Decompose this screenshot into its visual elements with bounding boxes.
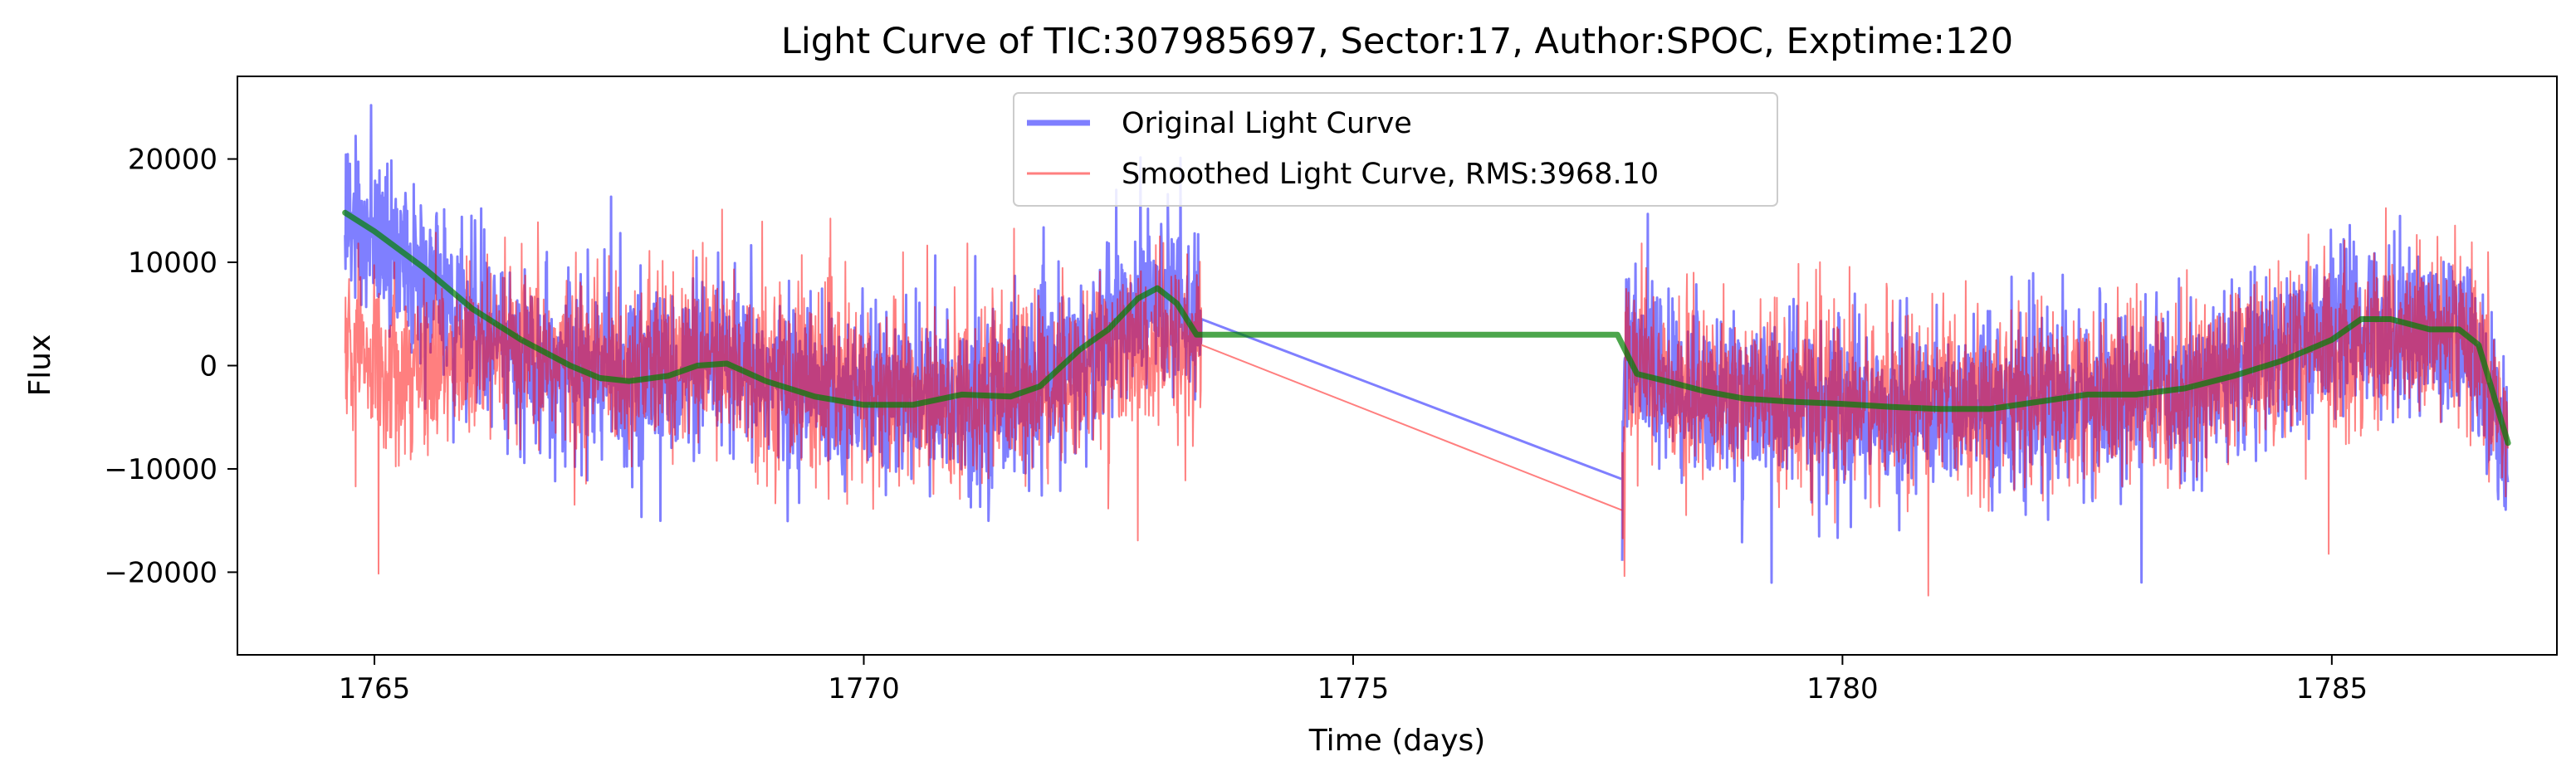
x-tick-label: 1785 [2296,672,2368,705]
y-tick-label: −20000 [104,556,218,589]
y-tick-label: −10000 [104,453,218,486]
y-axis-label: Flux [23,334,57,397]
smoothed-light-curve-line [344,207,2509,597]
x-tick-label: 1765 [339,672,411,705]
x-tick-label: 1770 [828,672,900,705]
x-axis-label: Time (days) [1308,724,1486,758]
legend-box [1013,92,1778,207]
y-axis-ticks: −20000 −10000 0 10000 20000 [104,144,237,589]
trend-line [342,209,2511,447]
y-tick-label: 20000 [128,144,218,177]
legend-label-original: Original Light Curve [1122,107,1412,140]
x-axis-ticks: 1765 1770 1775 1780 1785 [339,655,2368,705]
plot-area [342,104,2511,597]
chart-legend: Original Light Curve Smoothed Light Curv… [1013,92,1778,207]
x-tick-label: 1780 [1806,672,1879,705]
y-tick-label: 0 [199,350,218,383]
x-tick-label: 1775 [1317,672,1390,705]
y-tick-label: 10000 [128,247,218,280]
legend-label-smoothed: Smoothed Light Curve, RMS:3968.10 [1122,158,1659,191]
chart-title: Light Curve of TIC:307985697, Sector:17,… [781,21,2013,62]
